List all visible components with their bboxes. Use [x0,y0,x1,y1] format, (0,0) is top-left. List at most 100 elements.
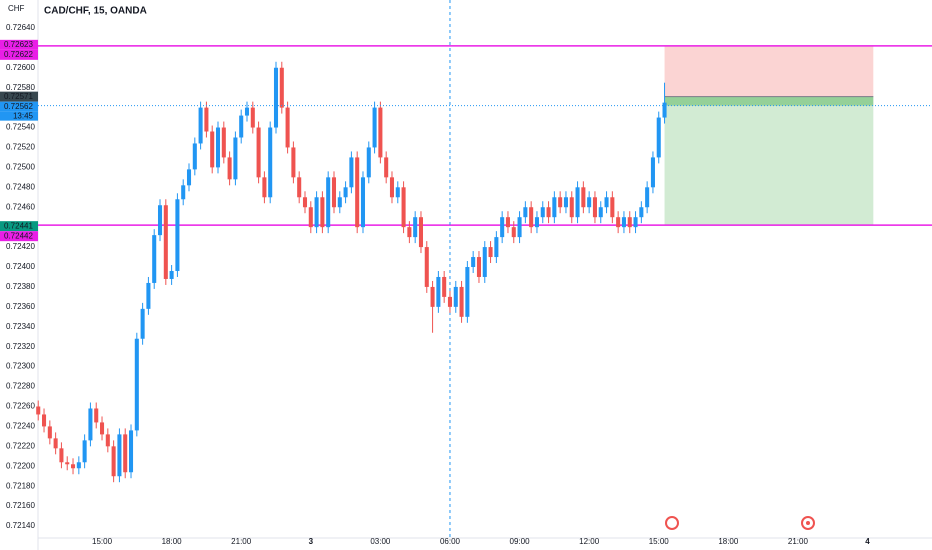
candle-body [343,187,348,198]
candle-body [337,197,342,208]
countdown-badge [0,111,38,121]
candle-body [529,207,534,228]
candle-body [302,197,308,208]
candle-body [326,177,331,228]
y-tick-label: 0.72160 [6,501,35,510]
target-zone [664,96,874,226]
candle-body [233,137,238,180]
candle-body [88,408,93,441]
candle-body [389,177,395,198]
candle-body [297,177,302,198]
candle-body [395,187,400,198]
candle-body [215,127,221,168]
candle-body [36,406,41,415]
candle-body [430,286,435,307]
candle-body [447,296,453,307]
y-tick-label: 0.72480 [6,182,35,191]
candle-body [639,207,644,218]
y-tick-label: 0.72340 [6,322,35,331]
candle-body [268,127,273,198]
candle-body [134,338,139,431]
candle-body [604,197,609,208]
candle-body [169,270,174,279]
candle-body [82,440,87,463]
candle-body [291,147,296,178]
price-badge [0,91,38,102]
candle-body [65,462,70,465]
x-tick-label: 21:00 [231,537,252,546]
price-badge-label: 0.72442 [4,231,33,240]
y-tick-label: 0.72580 [6,83,35,92]
candle-body [331,177,337,208]
candle-body [384,157,389,178]
candle-body [453,286,458,307]
candle-body [552,197,557,218]
event-icon [801,516,815,530]
candle-body [650,157,655,188]
y-tick-label: 0.72220 [6,441,35,450]
candle-body [273,67,279,128]
candle-body [459,286,464,317]
candle-body [592,197,597,218]
y-tick-label: 0.72140 [6,521,35,530]
candle-body [465,267,470,317]
candle-body [285,107,290,148]
y-tick-label: 0.72460 [6,202,35,211]
candle-body [198,107,203,144]
candle-body [494,237,499,258]
candle-body [314,197,319,228]
candle-body [140,308,145,339]
candle-body [476,257,481,277]
candle-body [505,217,510,228]
stop-zone [664,45,874,97]
candle-body [279,67,284,108]
candle-body [546,207,551,218]
y-tick-label: 0.72240 [6,422,35,431]
candle-body [436,276,441,307]
candle-body [152,235,157,283]
price-badge-label: 0.72441 [4,221,33,230]
price-badge [0,231,38,242]
y-tick-label: 0.72600 [6,63,35,72]
y-tick-label: 0.72300 [6,362,35,371]
countdown: 13:45 [13,111,34,120]
y-tick-label: 0.72540 [6,123,35,132]
candle-body [401,187,406,228]
candle-body [616,217,621,228]
axis-label: CHF [8,4,25,13]
price-badge [0,39,38,50]
price-badge-label: 0.72622 [4,50,33,59]
candle-body [424,247,429,287]
candle-body [581,187,586,208]
candle-body [123,434,128,473]
x-tick-label: 4 [865,537,870,546]
candle-body [244,107,250,116]
candle-body [320,197,325,228]
chart-title: CAD/CHF, 15, OANDA [44,6,147,17]
candle-body [256,127,261,178]
candle-body [598,207,603,218]
candle-body [587,197,592,208]
candle-body [42,414,47,427]
candle-body [262,177,267,198]
candle-body [117,434,122,477]
x-tick-label: 21:00 [788,537,809,546]
candle-body [76,462,81,469]
candle-body [210,131,215,168]
candle-body [656,117,661,158]
plot [36,0,932,538]
candle-body [227,157,232,180]
candle-body [308,207,313,228]
candle-body [645,187,650,208]
y-tick-label: 0.72200 [6,461,35,470]
candle-body [378,107,383,158]
price-badge [0,49,38,60]
candle-body [128,430,134,473]
candle-body [534,217,539,228]
candle-body [563,197,568,208]
open-profit [664,96,874,106]
candle-body [53,438,58,449]
candle-body [407,227,412,238]
candle-body [488,247,493,258]
